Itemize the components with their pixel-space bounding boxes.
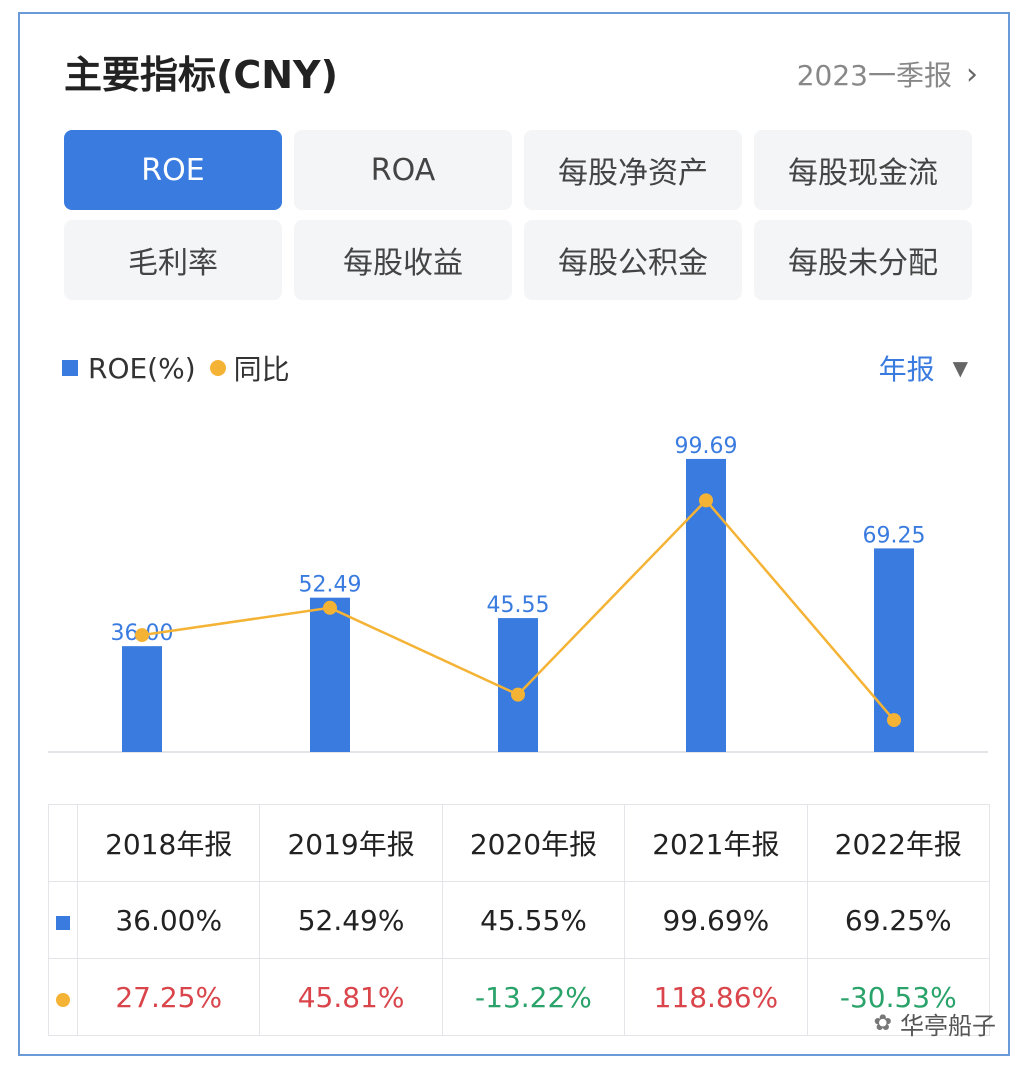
tab-roe[interactable]: ROE xyxy=(64,130,282,210)
page-title: 主要指标(CNY) xyxy=(64,53,338,97)
table-cell: 45.55% xyxy=(441,881,626,959)
bar[interactable] xyxy=(686,458,726,752)
bar[interactable] xyxy=(310,597,350,752)
table-cell: 45.81% xyxy=(259,958,443,1036)
yoy-point[interactable] xyxy=(135,628,149,643)
table-cell: 99.69% xyxy=(624,881,808,959)
chart-legend: ROE(%) 同比 xyxy=(62,348,290,388)
yoy-point[interactable] xyxy=(323,600,337,615)
table-header-cell: 2019年报 xyxy=(259,804,443,882)
table-cell: 27.25% xyxy=(76,958,261,1036)
bar-value-label: 45.55 xyxy=(487,593,550,618)
row-marker-square-icon xyxy=(56,915,70,930)
yoy-point[interactable] xyxy=(511,687,525,702)
bar[interactable] xyxy=(122,646,162,752)
wechat-icon: ✿ xyxy=(873,1011,892,1036)
yoy-point[interactable] xyxy=(887,713,901,728)
legend-line-swatch xyxy=(209,360,226,376)
main-indicators-card: 主要指标(CNY) 2023一季报 › ROE ROA 每股净资产 每股现金流 … xyxy=(18,12,1010,1056)
bar-value-label: 69.25 xyxy=(863,523,926,548)
table-cell: -30.53% xyxy=(806,958,991,1036)
yoy-point[interactable] xyxy=(699,493,713,508)
tab-reserve-per-share[interactable]: 每股公积金 xyxy=(524,220,742,300)
bar-value-label: 99.69 xyxy=(675,434,738,459)
legend-bar-swatch xyxy=(62,360,78,376)
table-cell: 118.86% xyxy=(624,958,808,1036)
bar[interactable] xyxy=(498,618,538,752)
table-row-roe: 36.00% 52.49% 45.55% 99.69% 69.25% xyxy=(48,881,991,959)
report-period-selector[interactable]: 2023一季报 › xyxy=(797,54,978,94)
watermark-text: 华亭船子 xyxy=(900,1012,996,1040)
tab-undistributed-per-share[interactable]: 每股未分配 xyxy=(754,220,972,300)
row-marker-dot-icon xyxy=(56,992,70,1007)
dropdown-arrow-icon: ▼ xyxy=(952,356,968,380)
data-table: 2018年报 2019年报 2020年报 2021年报 2022年报 36.00… xyxy=(48,804,991,1036)
table-row-yoy: 27.25% 45.81% -13.22% 118.86% -30.53% xyxy=(48,958,991,1036)
tab-eps[interactable]: 每股收益 xyxy=(294,220,512,300)
bar-value-label: 52.49 xyxy=(299,573,362,598)
indicator-tabs: ROE ROA 每股净资产 每股现金流 毛利率 每股收益 每股公积金 每股未分配 xyxy=(64,130,974,300)
report-period-label: 2023一季报 xyxy=(796,59,952,92)
legend-line-label: 同比 xyxy=(233,353,290,386)
tab-roa[interactable]: ROA xyxy=(294,130,512,210)
chevron-right-icon: › xyxy=(966,56,978,92)
table-header-cell: 2020年报 xyxy=(441,804,626,882)
table-header-row: 2018年报 2019年报 2020年报 2021年报 2022年报 xyxy=(48,804,991,882)
tab-cashflow-per-share[interactable]: 每股现金流 xyxy=(754,130,972,210)
table-cell: -13.22% xyxy=(441,958,626,1036)
table-header-cell: 2021年报 xyxy=(624,804,808,882)
table-cell: 69.25% xyxy=(806,881,991,959)
table-header-cell: 2018年报 xyxy=(76,804,261,882)
tab-gross-margin[interactable]: 毛利率 xyxy=(64,220,282,300)
frequency-dropdown[interactable]: 年报 ▼ xyxy=(879,348,968,388)
table-header-cell: 2022年报 xyxy=(806,804,991,882)
frequency-label: 年报 xyxy=(878,353,935,386)
legend-bar-label: ROE(%) xyxy=(88,351,196,385)
watermark: ✿ 华亭船子 xyxy=(874,1006,996,1041)
table-cell: 52.49% xyxy=(259,881,443,959)
table-cell: 36.00% xyxy=(76,881,261,959)
tab-nav-per-share[interactable]: 每股净资产 xyxy=(524,130,742,210)
